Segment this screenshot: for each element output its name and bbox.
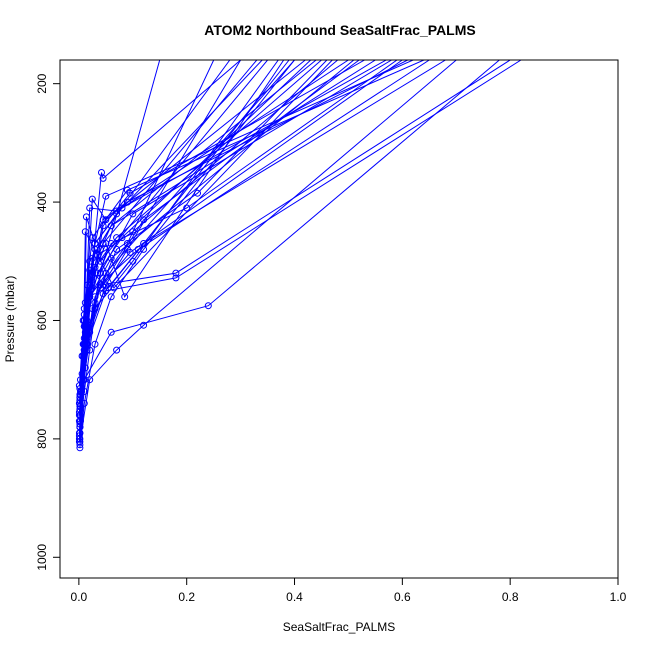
data-point xyxy=(91,240,99,247)
y-axis: 200 400 600 800 1000 xyxy=(35,73,61,571)
plot-frame xyxy=(59,59,619,579)
data-point xyxy=(84,281,91,289)
series-line xyxy=(79,60,376,410)
series-line xyxy=(80,60,398,380)
data-point xyxy=(96,284,104,292)
chart-title: ATOM2 Northbound SeaSaltFrac_PALMS xyxy=(204,22,475,38)
data-point xyxy=(118,234,126,242)
data-point xyxy=(107,254,115,262)
data-point xyxy=(172,274,180,282)
data-point xyxy=(121,293,129,301)
data-point xyxy=(102,269,110,277)
data-point xyxy=(140,240,148,247)
x-tick-label: 0.6 xyxy=(394,590,411,604)
series-layer xyxy=(75,60,522,452)
x-axis-label: SeaSaltFrac_PALMS xyxy=(283,620,396,634)
data-point xyxy=(204,302,212,310)
data-point xyxy=(113,346,121,354)
series-line xyxy=(79,60,295,445)
data-point xyxy=(80,340,88,348)
series-13 xyxy=(76,60,339,393)
data-point xyxy=(86,376,94,384)
data-point xyxy=(107,328,115,336)
series-line xyxy=(79,60,290,425)
data-point xyxy=(76,444,84,452)
data-point xyxy=(107,293,115,301)
series-line xyxy=(79,60,457,442)
series-19 xyxy=(76,60,457,446)
data-point xyxy=(126,248,134,256)
data-point xyxy=(99,240,107,247)
y-tick-label: 200 xyxy=(35,73,49,93)
data-point xyxy=(80,317,88,324)
data-point xyxy=(88,254,96,262)
series-line xyxy=(79,60,263,395)
data-point xyxy=(75,408,83,416)
y-tick-label: 600 xyxy=(35,310,49,330)
data-point xyxy=(86,204,94,212)
series-37 xyxy=(76,60,263,398)
data-point xyxy=(81,228,89,236)
data-point xyxy=(86,293,94,301)
x-tick-label: 1.0 xyxy=(610,590,627,604)
series-line xyxy=(79,60,295,401)
series-15 xyxy=(77,60,398,384)
x-axis: 0.0 0.2 0.4 0.6 0.8 1.0 xyxy=(71,577,627,604)
x-tick-label: 0.8 xyxy=(502,590,519,604)
data-point xyxy=(113,210,121,218)
data-point xyxy=(107,222,115,230)
data-point xyxy=(91,299,99,307)
data-point xyxy=(91,340,99,348)
data-point xyxy=(123,240,131,247)
data-point xyxy=(102,192,110,200)
data-point xyxy=(99,222,107,230)
data-point xyxy=(99,290,107,298)
series-36 xyxy=(75,60,355,416)
y-tick-label: 1000 xyxy=(35,544,49,571)
series-24 xyxy=(76,60,365,404)
y-tick-label: 400 xyxy=(35,192,49,212)
data-point xyxy=(83,346,91,354)
data-point xyxy=(88,195,96,203)
series-38 xyxy=(76,60,295,404)
series-line xyxy=(80,60,446,407)
series-line xyxy=(80,60,317,416)
x-tick-label: 0.4 xyxy=(286,590,303,604)
data-point xyxy=(82,213,90,221)
y-axis-label: Pressure (mbar) xyxy=(3,276,17,363)
data-point xyxy=(172,269,180,277)
series-line xyxy=(80,60,408,395)
series-10 xyxy=(75,60,425,407)
series-18 xyxy=(75,60,500,440)
series-line xyxy=(79,60,279,448)
data-point xyxy=(99,174,107,182)
series-3 xyxy=(77,60,242,419)
series-4 xyxy=(75,60,241,443)
series-21 xyxy=(76,60,403,407)
x-tick-label: 0.0 xyxy=(71,590,88,604)
series-line xyxy=(79,60,365,401)
data-point xyxy=(96,245,104,253)
x-tick-label: 0.2 xyxy=(178,590,195,604)
y-tick-label: 800 xyxy=(35,429,49,449)
data-point xyxy=(140,321,148,329)
data-point xyxy=(107,240,115,247)
data-point xyxy=(76,396,84,404)
